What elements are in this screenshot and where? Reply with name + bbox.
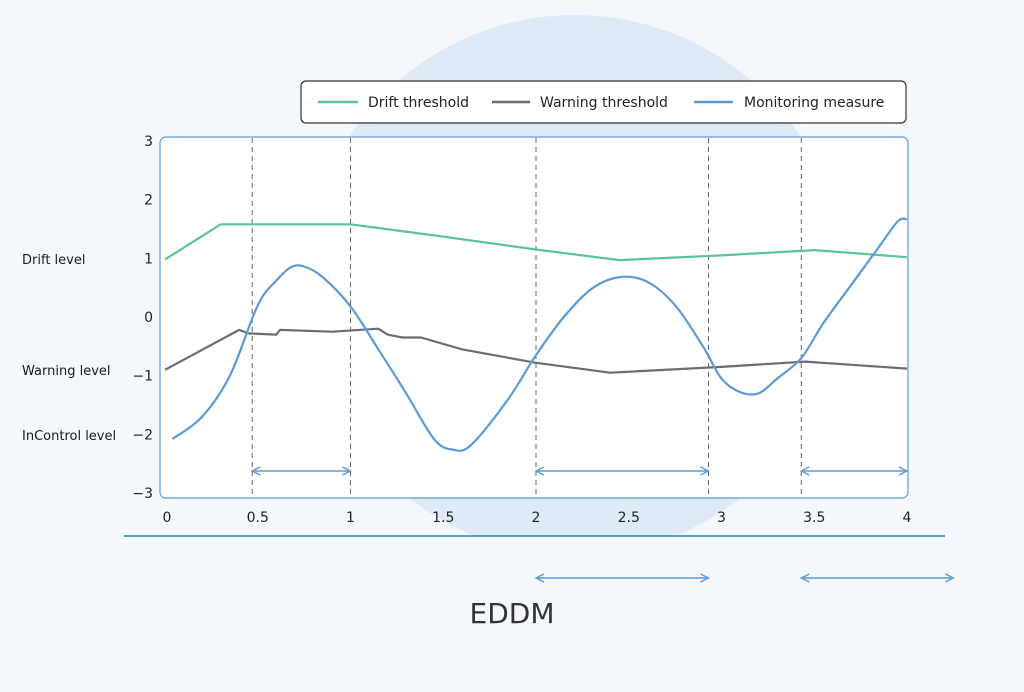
interval-arrows-inside [250, 466, 909, 476]
x-tick-label: 3.5 [803, 510, 825, 526]
y-tick-label: −3 [132, 486, 153, 502]
warning-level-label: Warning level [22, 364, 111, 379]
x-tick-label: 4 [903, 510, 912, 526]
y-tick-label: −2 [132, 427, 153, 443]
vertical-markers [251, 138, 802, 497]
series-line-warning-threshold [164, 327, 908, 374]
series-layer [164, 217, 908, 452]
legend-box [300, 80, 907, 124]
x-tick-label: 1.5 [432, 510, 454, 526]
interval-arrow-inside-0 [250, 466, 353, 476]
y-tick-labels: 3 2 1 0 −1 −2 −3 [132, 134, 153, 502]
legend-label-monitoring: Monitoring measure [744, 95, 884, 111]
x-tick-label: 1 [346, 510, 355, 526]
legend-label-drift: Drift threshold [368, 95, 469, 111]
x-tick-label: 2.5 [618, 510, 640, 526]
series-line-monitoring-measure [171, 217, 908, 452]
interval-arrows-below [534, 573, 955, 583]
x-tick-label: 2 [532, 510, 541, 526]
series-line-drift-threshold [164, 223, 908, 262]
interval-arrow-inside-1 [534, 466, 711, 476]
chart-caption: EDDM [470, 597, 555, 630]
legend: Drift threshold Warning threshold Monito… [300, 80, 907, 124]
x-tick-label: 0.5 [247, 510, 269, 526]
x-tick-labels: 0 0.5 1 1.5 2 2.5 3 3.5 4 [163, 510, 912, 526]
interval-arrow-below-1 [799, 573, 955, 583]
y-tick-label: 0 [144, 310, 153, 326]
drift-level-label: Drift level [22, 253, 85, 268]
plot-area [159, 136, 909, 499]
interval-arrow-inside-2 [799, 466, 909, 476]
x-tick-label: 0 [163, 510, 172, 526]
y-tick-label: −1 [132, 369, 153, 385]
incontrol-level-label: InControl level [22, 429, 116, 444]
y-tick-label: 3 [144, 134, 153, 150]
y-tick-label: 2 [144, 193, 153, 209]
background-bottom-mask [0, 535, 1024, 692]
legend-label-warning: Warning threshold [540, 95, 668, 111]
x-tick-label: 3 [717, 510, 726, 526]
y-tick-label: 1 [144, 251, 153, 267]
interval-arrow-below-0 [534, 573, 711, 583]
